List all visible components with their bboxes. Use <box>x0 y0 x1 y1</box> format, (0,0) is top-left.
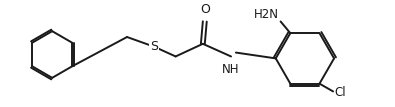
Text: S: S <box>150 40 158 53</box>
Text: O: O <box>200 3 210 16</box>
Text: NH: NH <box>222 63 240 76</box>
Text: Cl: Cl <box>334 86 346 99</box>
Text: H2N: H2N <box>254 7 278 21</box>
